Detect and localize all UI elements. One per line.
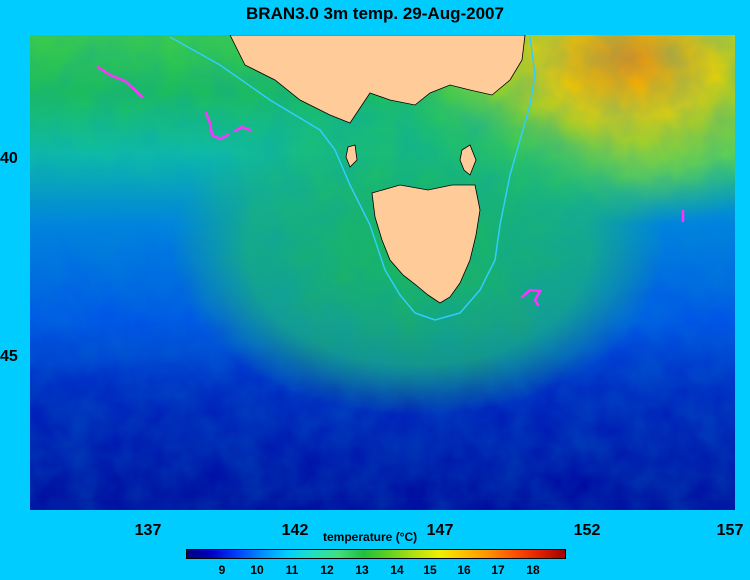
x-tick-label: 157 [716,522,744,539]
eddy-texture [30,35,735,510]
colorbar-tick: 14 [390,563,404,577]
colorbar-tick: 12 [320,563,334,577]
map-title: BRAN3.0 3m temp. 29-Aug-2007 [246,4,504,23]
colorbar-tick: 11 [285,563,299,577]
colorbar-title: temperature (°C) [323,530,418,544]
x-tick-label: 137 [134,522,162,539]
colorbar-tick: 15 [423,563,437,577]
x-tick-label: 152 [573,522,601,539]
colorbar-tick: 10 [250,563,264,577]
drifter-track-2 [204,111,230,141]
temperature-map [30,35,735,510]
tasmania [371,184,481,304]
drifter-tracks [96,65,685,307]
drifter-track-3 [233,125,252,133]
flinders-island [459,144,477,176]
colorbar [186,549,566,559]
y-tick-label: 45 [0,348,18,365]
drifter-track-1 [96,65,144,99]
colorbar-tick: 9 [218,563,226,577]
shelf-contour [169,36,536,321]
x-tick-label: 147 [426,522,454,539]
king-island [345,144,358,168]
drifter-track-4 [520,288,543,307]
colorbar-tick: 17 [491,563,505,577]
y-tick-label: 40 [0,150,18,167]
colorbar-tick: 16 [457,563,471,577]
colorbar-tick: 18 [526,563,540,577]
colorbar-tick: 13 [355,563,369,577]
x-tick-label: 142 [281,522,309,539]
mainland-australia [229,35,526,124]
